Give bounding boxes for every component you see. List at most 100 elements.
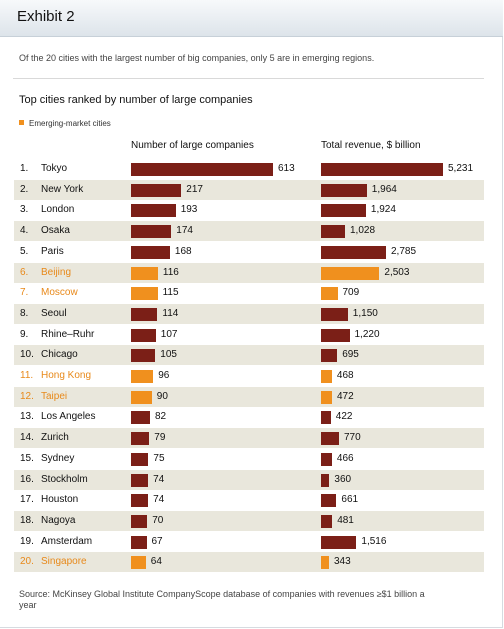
bar-revenue [321, 266, 380, 280]
value-label-companies: 193 [180, 204, 198, 216]
bar-companies [131, 556, 146, 570]
table-row: 3. London 193 1,924 [14, 200, 484, 220]
bar-revenue [321, 328, 350, 342]
value-label-revenue: 468 [336, 370, 354, 381]
rank-label: 15. [20, 452, 34, 464]
value-label-companies: 96 [158, 370, 170, 381]
exhibit-subtitle: Of the 20 cities with the largest number… [19, 53, 375, 63]
legend-swatch-emerging [19, 120, 24, 125]
column-header-companies: Number of large companies [131, 140, 254, 151]
value-label-companies: 90 [156, 390, 168, 402]
bar-companies [131, 225, 172, 239]
value-label-revenue: 2,785 [391, 245, 417, 257]
city-label: Los Angeles [41, 411, 96, 423]
bar-companies [131, 163, 273, 176]
column-header-revenue: Total revenue, $ billion [321, 140, 421, 151]
value-label-companies: 74 [153, 494, 165, 506]
city-label: Tokyo [41, 163, 68, 174]
divider [13, 78, 484, 79]
city-label: Stockholm [41, 473, 88, 485]
chart-title: Top cities ranked by number of large com… [19, 94, 253, 106]
bar-revenue [321, 556, 329, 570]
value-label-revenue: 1,924 [370, 204, 396, 216]
bar-companies [131, 390, 152, 404]
table-row: 5. Paris 168 2,785 [14, 242, 484, 262]
bar-companies [131, 204, 176, 218]
bar-companies [131, 328, 156, 342]
bar-companies [131, 266, 158, 280]
value-label-companies: 79 [154, 432, 166, 444]
bar-revenue [321, 390, 332, 404]
city-label: New York [41, 183, 84, 195]
bar-companies [131, 514, 148, 528]
bar-companies [131, 370, 154, 383]
value-label-companies: 74 [153, 473, 165, 485]
city-label: Osaka [41, 225, 70, 237]
table-row: 12. Taipei 90 472 [14, 386, 484, 407]
value-label-companies: 82 [155, 411, 167, 423]
city-label: Moscow [41, 287, 78, 299]
table-row: 16. Stockholm 74 360 [14, 469, 484, 490]
value-label-revenue: 422 [335, 411, 353, 423]
bar-revenue [321, 452, 332, 466]
rank-label: 5. [20, 245, 29, 257]
rank-label: 4. [20, 225, 29, 237]
table-row: 10. Chicago 105 695 [14, 345, 484, 366]
bar-revenue [321, 514, 333, 528]
city-label: Beijing [41, 266, 72, 278]
table-row: 19. Amsterdam 67 1,516 [14, 532, 484, 552]
value-label-revenue: 466 [336, 452, 354, 464]
legend-label-emerging: Emerging-market cities [29, 119, 111, 128]
rank-label: 18. [20, 514, 34, 526]
rank-label: 6. [20, 266, 29, 278]
value-label-revenue: 1,516 [361, 535, 387, 547]
rank-label: 2. [20, 183, 29, 195]
rank-label: 7. [20, 287, 29, 299]
value-label-companies: 75 [153, 452, 165, 464]
rank-label: 16. [20, 473, 34, 485]
table-row: 7. Moscow 115 709 [14, 283, 484, 303]
value-label-revenue: 1,028 [350, 225, 376, 237]
rank-label: 17. [20, 494, 34, 506]
city-label: Hong Kong [41, 370, 92, 381]
bar-companies [131, 452, 149, 466]
value-label-revenue: 472 [337, 390, 354, 402]
bar-companies [131, 183, 182, 197]
value-label-companies: 70 [152, 514, 164, 526]
value-label-revenue: 360 [334, 473, 352, 485]
value-label-revenue: 481 [337, 514, 354, 526]
exhibit-title: Exhibit 2 [17, 8, 75, 25]
table-row: 13. Los Angeles 82 422 [14, 407, 484, 427]
bar-companies [131, 535, 147, 549]
bar-revenue [321, 494, 337, 508]
value-label-revenue: 695 [342, 349, 359, 361]
bar-revenue [321, 245, 386, 259]
bar-companies [131, 307, 158, 321]
value-label-companies: 168 [174, 245, 192, 257]
exhibit-header: Exhibit 2 [0, 0, 503, 37]
rank-label: 19. [20, 535, 34, 547]
bar-companies [131, 287, 158, 301]
city-label: Singapore [41, 556, 87, 568]
table-row: 9. Rhine–Ruhr 107 1,220 [14, 325, 484, 345]
rank-label: 8. [20, 307, 29, 319]
city-label: Rhine–Ruhr [41, 328, 95, 340]
table-row: 1. Tokyo 613 5,231 [14, 159, 484, 179]
value-label-revenue: 1,964 [371, 183, 397, 195]
value-label-companies: 107 [160, 328, 178, 340]
table-row: 14. Zurich 79 770 [14, 428, 484, 449]
rank-label: 20. [20, 556, 34, 568]
value-label-revenue: 770 [344, 432, 361, 444]
value-label-companies: 114 [162, 307, 179, 319]
table-row: 6. Beijing 116 2,503 [14, 262, 484, 283]
value-label-companies: 67 [151, 535, 163, 547]
table-row: 4. Osaka 174 1,028 [14, 221, 484, 242]
rank-label: 9. [20, 328, 29, 340]
bar-revenue [321, 370, 332, 383]
bar-companies [131, 245, 170, 259]
bar-revenue [321, 163, 443, 176]
table-row: 11. Hong Kong 96 468 [14, 366, 484, 386]
table-row: 18. Nagoya 70 481 [14, 510, 484, 531]
bar-revenue [321, 287, 338, 301]
